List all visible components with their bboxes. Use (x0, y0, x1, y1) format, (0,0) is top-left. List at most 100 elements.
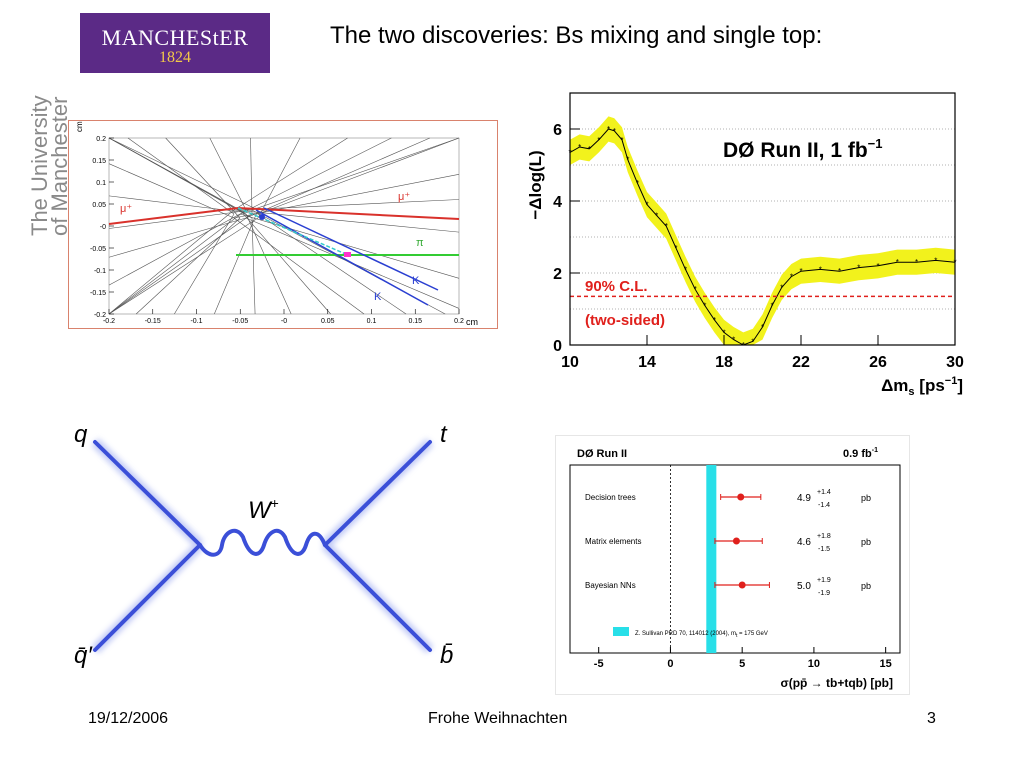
bs-two-sided-annotation: (two-sided) (585, 312, 665, 329)
bs-x-label: Δms [ps−1] (881, 375, 963, 398)
measurement-value: 5.0 (797, 581, 811, 592)
event-x-tick-label: -0.2 (103, 318, 115, 325)
event-y-tick-label: 0.15 (92, 158, 106, 165)
event-y-tick-label: 0.2 (96, 136, 106, 143)
feynman-diagram: q q̄′ t b̄ W+ (74, 421, 453, 669)
measurement-name: Bayesian NNs (585, 581, 636, 590)
bs-data-point: * (876, 262, 879, 271)
bs-x-tick-label: 26 (869, 354, 887, 371)
bs-mixing-chart: ** *** *************** ****** * * * * * * * * 0246 … (526, 92, 964, 398)
background-track (108, 217, 259, 315)
bs-data-point: * (915, 258, 918, 267)
b-label: b̄ (440, 642, 453, 669)
bs-cl-annotation: 90% C.L. (585, 278, 648, 295)
bs-x-tick-label: 18 (715, 354, 733, 371)
event-y-tick-label: 0.1 (96, 180, 106, 187)
bs-axes-frame (569, 92, 956, 346)
quark-line (93, 440, 202, 547)
background-track (108, 137, 259, 211)
background-track (108, 137, 253, 219)
bs-likelihood-curve (569, 128, 956, 346)
kaon-track-2 (263, 207, 439, 291)
bs-data-point: * (613, 127, 616, 136)
bs-data-point: * (790, 273, 793, 282)
bs-data-point: * (896, 258, 899, 267)
event-x-ticks: -0.2 -0.15 -0.1 -0.05 -0 0.05 0.1 0.15 0.2 (103, 309, 464, 325)
single-top-x-tick-label: 15 (880, 658, 892, 670)
event-y-unit: cm (75, 121, 84, 132)
bs-data-point: * (780, 283, 783, 292)
measurement-err-up: +1.8 (817, 533, 831, 540)
bs-data-point: * (799, 267, 802, 276)
single-top-x-tick-label: -5 (594, 658, 604, 670)
event-x-tick-label: 0.15 (408, 318, 422, 325)
q-label: q (74, 421, 88, 448)
background-track (108, 217, 247, 258)
bs-data-point: * (620, 136, 623, 145)
background-track (233, 217, 365, 315)
single-top-plot-area (569, 464, 901, 654)
measurement-value: 4.9 (797, 493, 811, 504)
measurement-point (732, 537, 740, 545)
pion-label: π (416, 237, 424, 249)
bs-y-label: −Δlog(L) (526, 150, 545, 219)
bs-grid (570, 128, 955, 310)
logo-year: 1824 (159, 49, 191, 66)
bs-x-tick-label: 22 (792, 354, 810, 371)
bs-data-point: * (694, 285, 697, 294)
event-x-tick-label: 0.1 (367, 318, 377, 325)
bs-flight-path (237, 207, 349, 256)
bs-data-point: * (751, 337, 754, 346)
background-track (233, 209, 460, 233)
event-y-ticks: 0.2 0.15 0.1 0.05 -0 -0.05 -0.1 -0.15 -0.2 (90, 136, 114, 319)
bs-y-tick-label: 0 (553, 338, 562, 355)
single-top-theory-band (706, 465, 717, 653)
primary-vertex (259, 214, 265, 220)
background-track (245, 213, 292, 315)
measurement-err-up: +1.9 (817, 577, 831, 584)
background-track (108, 213, 253, 315)
event-y-tick-label: 0.05 (92, 202, 106, 209)
theory-legend-label: Z. Sullivan PRD 70, 114012 (2004), mt = … (635, 631, 768, 639)
bs-data-point: * (732, 336, 735, 345)
kaon-track-1 (255, 209, 429, 306)
background-track (257, 213, 407, 315)
single-top-x-tick-label: 10 (808, 658, 820, 670)
footer-date: 19/12/2006 (88, 710, 169, 727)
background-track (174, 213, 235, 315)
bs-data-point: * (588, 145, 591, 154)
measurement-point (737, 493, 745, 501)
background-track (233, 137, 348, 211)
event-x-unit: cm (466, 317, 478, 327)
background-track (108, 209, 247, 315)
measurement-point (738, 581, 746, 589)
bs-y-tick-label: 6 (553, 122, 562, 139)
bs-x-ticks: 10 14 18 22 26 30 (561, 335, 964, 371)
bs-y-tick-label: 2 (553, 266, 562, 283)
background-track (257, 137, 460, 215)
footer-page-number: 3 (927, 710, 936, 727)
bs-data-point: * (703, 301, 706, 310)
measurement-value: 4.6 (797, 537, 811, 548)
bs-x-tick-label: 30 (946, 354, 964, 371)
bs-data-point: * (934, 256, 937, 265)
measurement-unit: pb (861, 493, 871, 503)
mu-minus-label: μ⁺ (120, 203, 132, 215)
w-boson-propagator (198, 528, 327, 557)
bs-data-point: * (838, 267, 841, 276)
event-x-tick-label: 0.2 (454, 318, 464, 325)
qbar-label: q̄′ (74, 642, 93, 669)
event-x-tick-label: -0.1 (190, 318, 202, 325)
single-top-x-tick-label: 0 (667, 658, 673, 670)
bs-data-point: * (626, 156, 629, 165)
manchester-logo: MANCHEStER 1824 (80, 13, 270, 73)
muon-track-right (237, 207, 460, 220)
bs-data-point: * (645, 201, 648, 210)
footer-center-text: Frohe Weihnachten (428, 710, 568, 727)
bs-data-point: * (578, 143, 581, 152)
bs-data-point: * (607, 125, 610, 134)
background-track (245, 137, 430, 219)
bs-plot-area (570, 93, 955, 345)
muon-track-left (108, 207, 239, 225)
event-x-tick-label: -0 (281, 318, 287, 325)
